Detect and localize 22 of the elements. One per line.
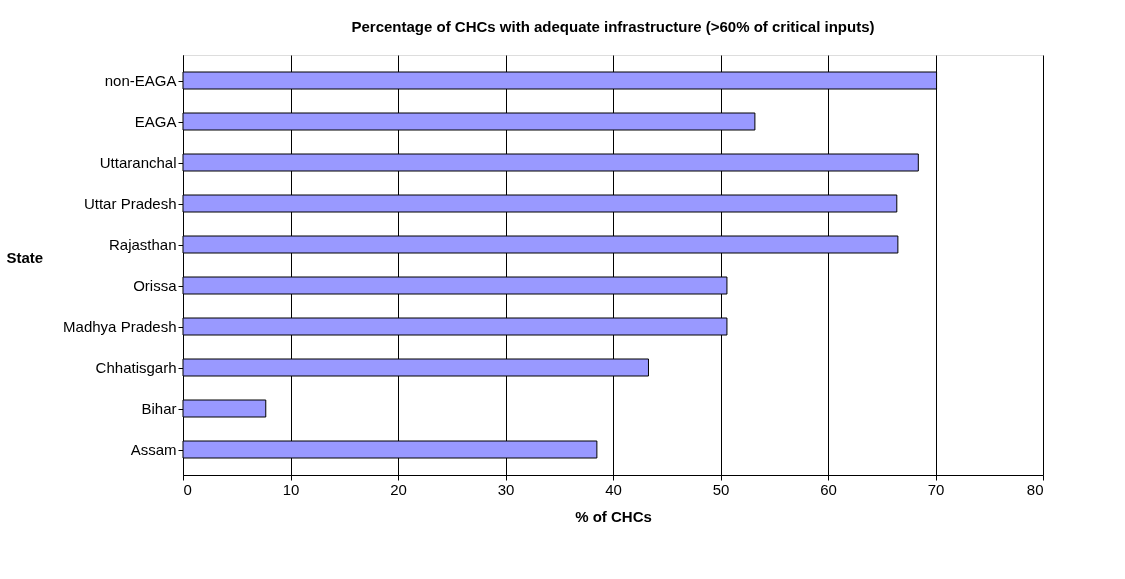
x-tick-label: 10: [282, 480, 300, 498]
y-tick-label: Rajasthan: [108, 236, 177, 253]
y-tick-label: Bihar: [141, 400, 177, 417]
y-tick-label: Uttar Pradesh: [83, 195, 177, 212]
chart-title: Percentage of CHCs with adequate infrastructure (>60% of critical inputs): [351, 18, 875, 35]
x-tick-label: 60: [820, 480, 837, 498]
y-tick-label: non-EAGA: [104, 72, 177, 89]
y-tick-label: Orissa: [133, 277, 178, 294]
x-tick-label: 80: [1026, 480, 1044, 498]
x-tick-label: 20: [390, 480, 407, 498]
x-axis-title: % of CHCs: [575, 507, 652, 525]
y-tick-label: EAGA: [134, 113, 177, 130]
x-tick-label: 30: [497, 480, 515, 498]
x-tick-label: 0: [183, 480, 192, 498]
y-tick-label: Assam: [130, 441, 177, 458]
y-axis-title: State: [6, 248, 44, 266]
y-tick-label: Madhya Pradesh: [63, 318, 177, 335]
x-tick-label: 50: [712, 480, 730, 498]
x-tick-label: 40: [605, 480, 622, 498]
y-tick-label: Uttaranchal: [99, 154, 177, 171]
x-tick-label: 70: [927, 480, 945, 498]
y-tick-label: Chhatisgarh: [95, 359, 177, 376]
